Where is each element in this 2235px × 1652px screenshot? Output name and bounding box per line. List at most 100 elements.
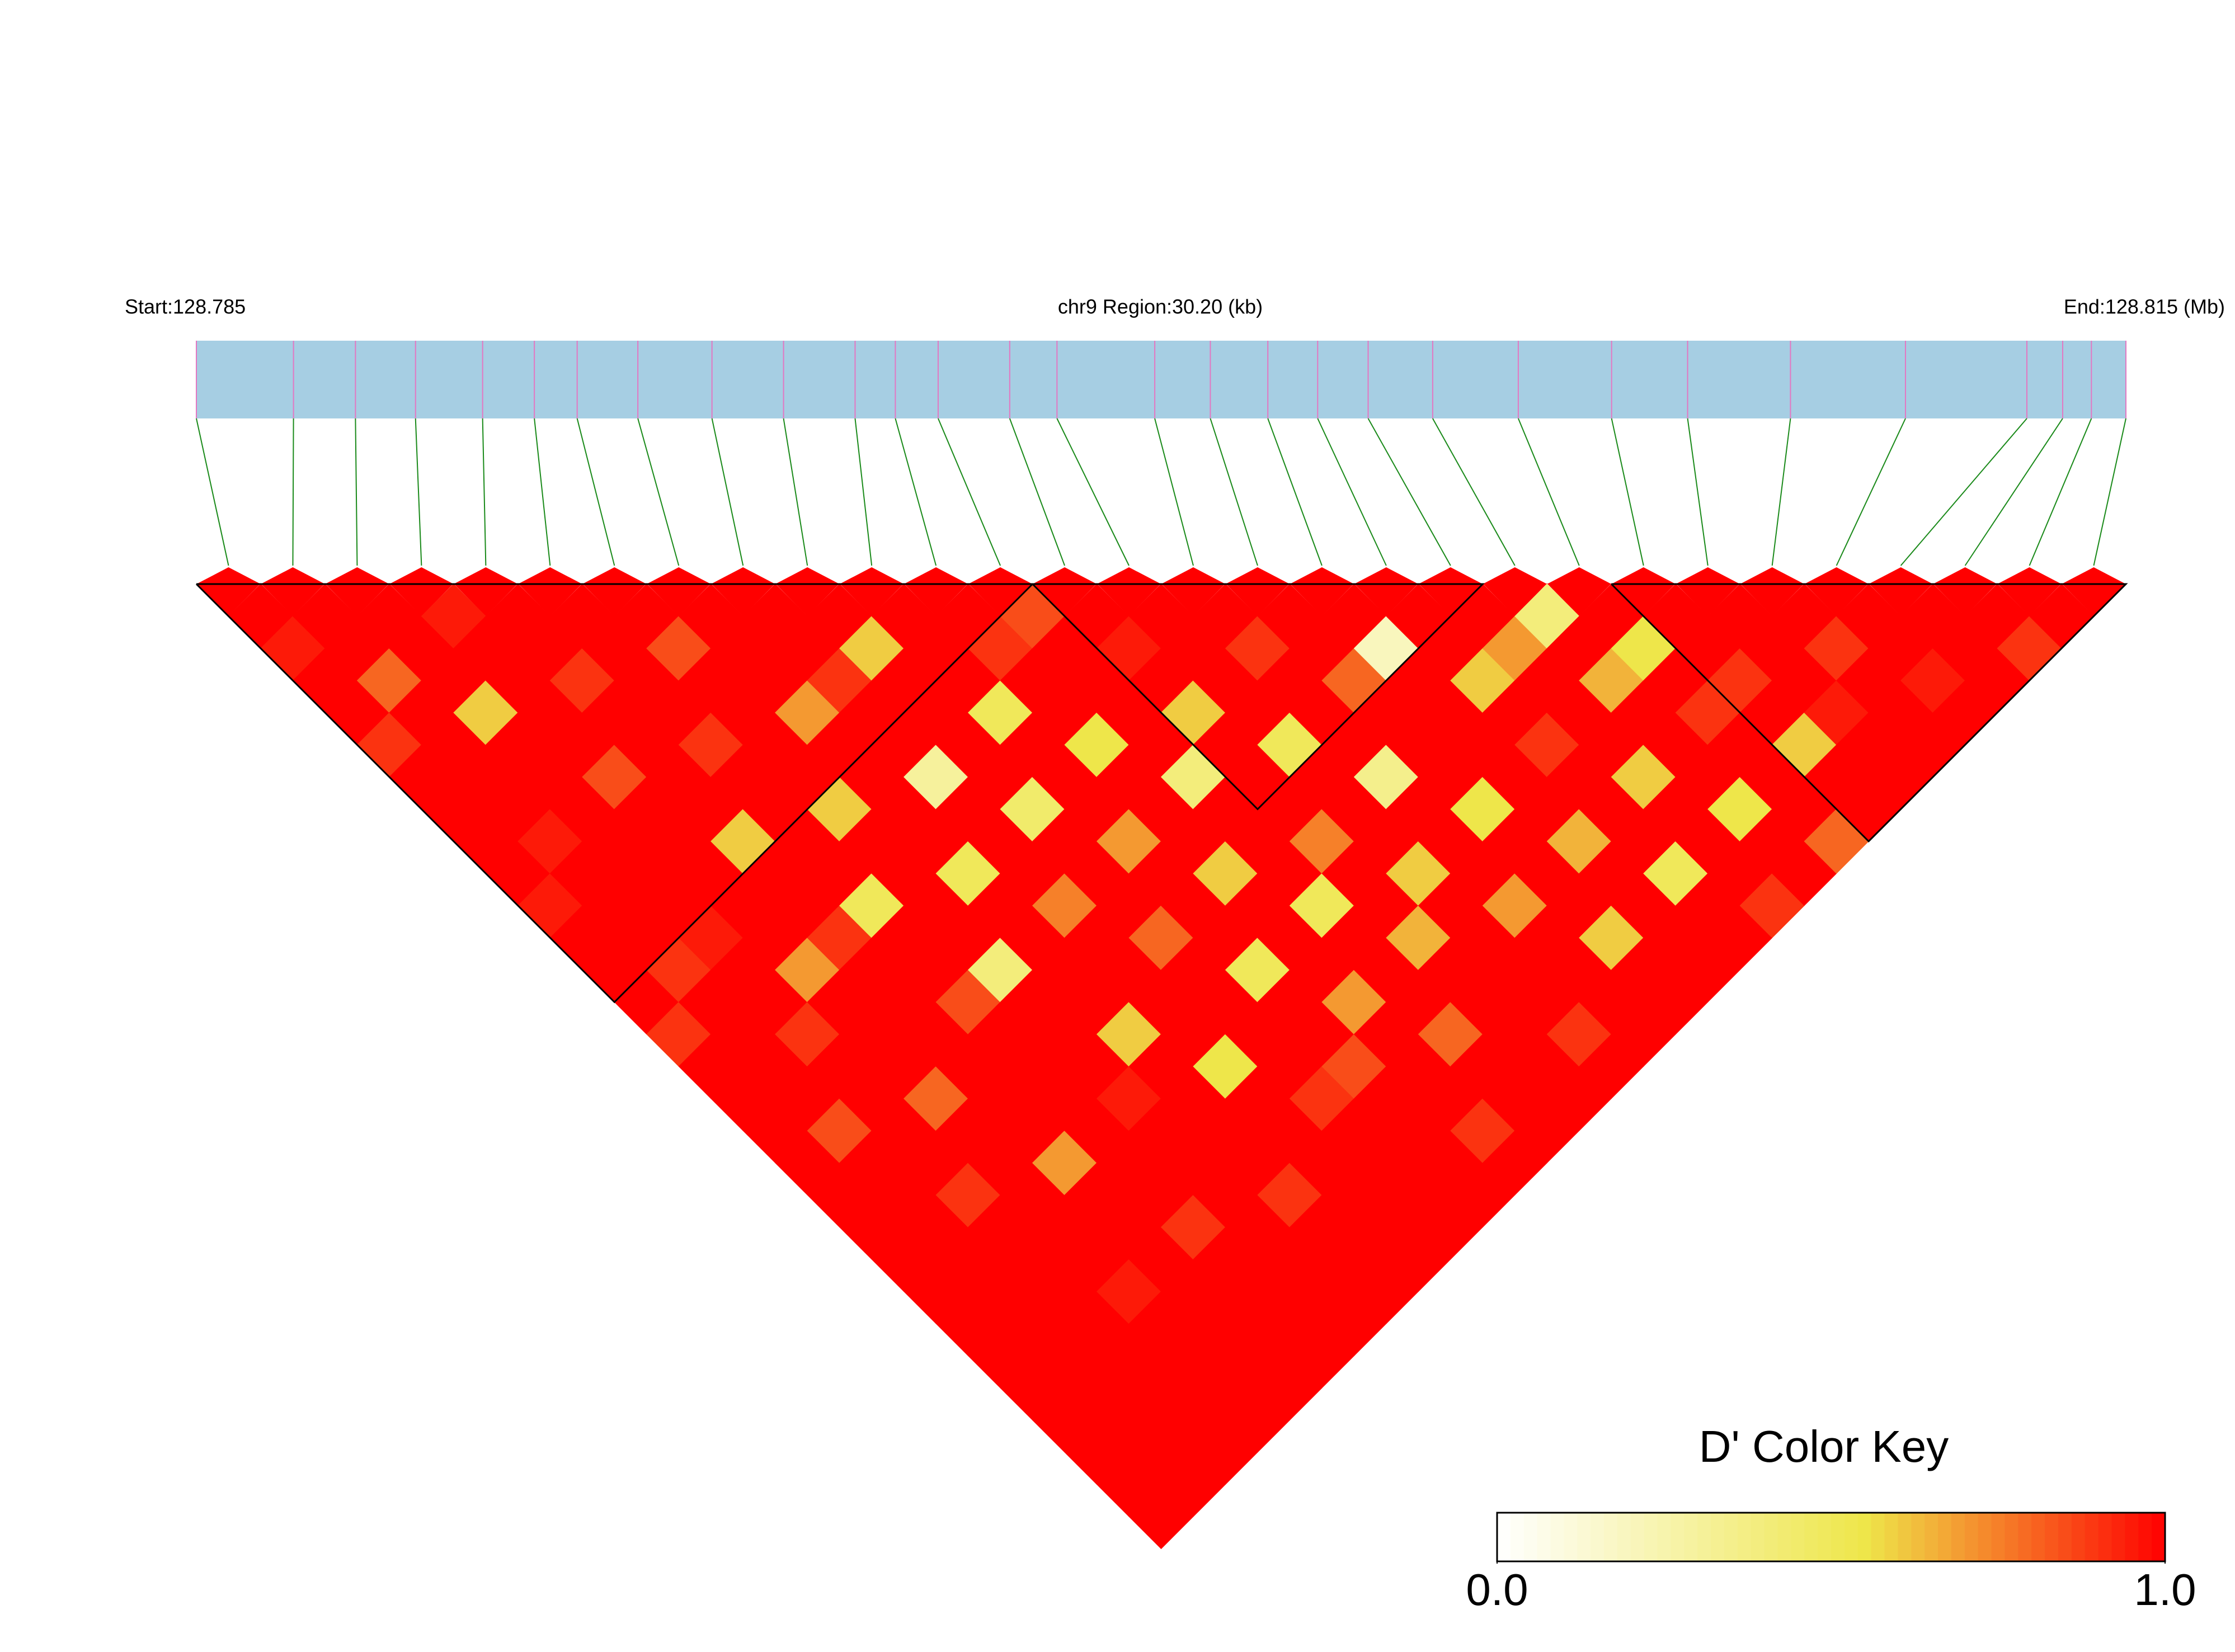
key-step (1591, 1513, 1605, 1561)
ld-cell (1257, 1034, 1323, 1099)
ld-cell (292, 583, 358, 649)
snp-marker (1418, 567, 1483, 584)
self-cell (1418, 583, 1483, 616)
key-step (1523, 1513, 1538, 1561)
ld-cell (935, 1162, 1001, 1228)
snp-marker (1483, 567, 1547, 584)
self-cell (324, 583, 389, 616)
ld-cell (871, 583, 937, 649)
ld-cell (1257, 841, 1323, 906)
snp-link (576, 418, 615, 566)
key-step (1831, 1513, 1845, 1561)
ld-cell (807, 905, 872, 971)
ld-cell (1739, 808, 1805, 874)
ld-cell (807, 1034, 872, 1099)
self-cell (904, 583, 968, 616)
ld-cell (807, 583, 872, 649)
ld-cell (646, 937, 712, 1003)
self-cell (1547, 583, 1612, 616)
ld-cell (324, 680, 390, 746)
snp-marker (1869, 567, 1933, 584)
snp-link (2093, 418, 2126, 566)
ld-cell (1064, 1162, 1130, 1228)
ld-cell (1321, 1034, 1387, 1099)
self-cell (839, 583, 904, 616)
snp-marker (1997, 567, 2062, 584)
ld-cell (775, 808, 840, 874)
ld-cell (742, 648, 808, 713)
ld-cell (1482, 873, 1547, 938)
block-outline (1032, 583, 1485, 811)
ld-cell (1000, 905, 1065, 971)
snp-marker (1933, 567, 1998, 584)
ld-cell (1000, 841, 1065, 906)
key-step (1577, 1513, 1591, 1561)
snp-link (355, 418, 358, 566)
ld-cell (1964, 648, 2030, 713)
ld-cell (1739, 873, 1805, 938)
ld-cell (646, 808, 712, 874)
self-cell (1676, 583, 1740, 616)
ld-cell (935, 583, 1001, 649)
ld-cell (871, 905, 937, 971)
self-cell (260, 583, 325, 616)
snp-link (415, 418, 422, 566)
key-step (1630, 1513, 1645, 1561)
ld-cell (646, 1001, 712, 1067)
key-step (1911, 1513, 1925, 1561)
self-cell (1225, 583, 1290, 616)
ld-cell (871, 1162, 937, 1228)
self-cell (517, 583, 582, 616)
block-outline (195, 583, 1035, 1004)
snp-link (1267, 418, 1323, 566)
key-step (1711, 1513, 1725, 1561)
snp-marker (260, 567, 325, 584)
key-step (2058, 1513, 2072, 1561)
key-step (2125, 1513, 2139, 1561)
ld-cell (678, 1034, 744, 1099)
snp-marker (1676, 567, 1740, 584)
self-cell (1354, 583, 1419, 616)
region-bar (196, 341, 2126, 418)
key-step (2031, 1513, 2045, 1561)
self-cell (1804, 583, 1869, 616)
ld-cell (1579, 905, 1644, 971)
ld-cell (1000, 776, 1065, 842)
ld-cell (1450, 1162, 1516, 1228)
snp-link (1210, 418, 1258, 566)
snp-marker (389, 567, 454, 584)
ld-cell (871, 648, 937, 713)
ld-cell (1739, 615, 1805, 681)
key-step (2071, 1513, 2086, 1561)
key-step (1564, 1513, 1578, 1561)
ld-cell (935, 1034, 1001, 1099)
ld-cell (871, 1034, 937, 1099)
ld-cell (1739, 680, 1805, 746)
key-step (2111, 1513, 2125, 1561)
key-step (1537, 1513, 1551, 1561)
snp-marker (1354, 567, 1419, 584)
key-step (1991, 1513, 2005, 1561)
ld-cell (1257, 1162, 1323, 1228)
ld-cell (1000, 583, 1065, 649)
snp-link (1900, 418, 2027, 566)
ld-cell (646, 680, 712, 746)
ld-cell (871, 841, 937, 906)
snp-link (1367, 418, 1451, 566)
ld-cell (1707, 905, 1773, 971)
key-step (1871, 1513, 1885, 1561)
snp-link (1611, 418, 1644, 566)
snp-link (1836, 418, 1906, 566)
ld-cell (614, 905, 679, 971)
key-step (2152, 1513, 2166, 1561)
ld-cell (1321, 583, 1387, 649)
ld-cell (839, 680, 905, 746)
key-step (1510, 1513, 1524, 1561)
self-cell (1483, 583, 1547, 616)
snp-marker (1740, 567, 1805, 584)
snp-link (1056, 418, 1130, 566)
key-step (1978, 1513, 1992, 1561)
snp-marker (1161, 567, 1226, 584)
ld-cell (1579, 1034, 1644, 1099)
ld-cell (1804, 808, 1869, 874)
